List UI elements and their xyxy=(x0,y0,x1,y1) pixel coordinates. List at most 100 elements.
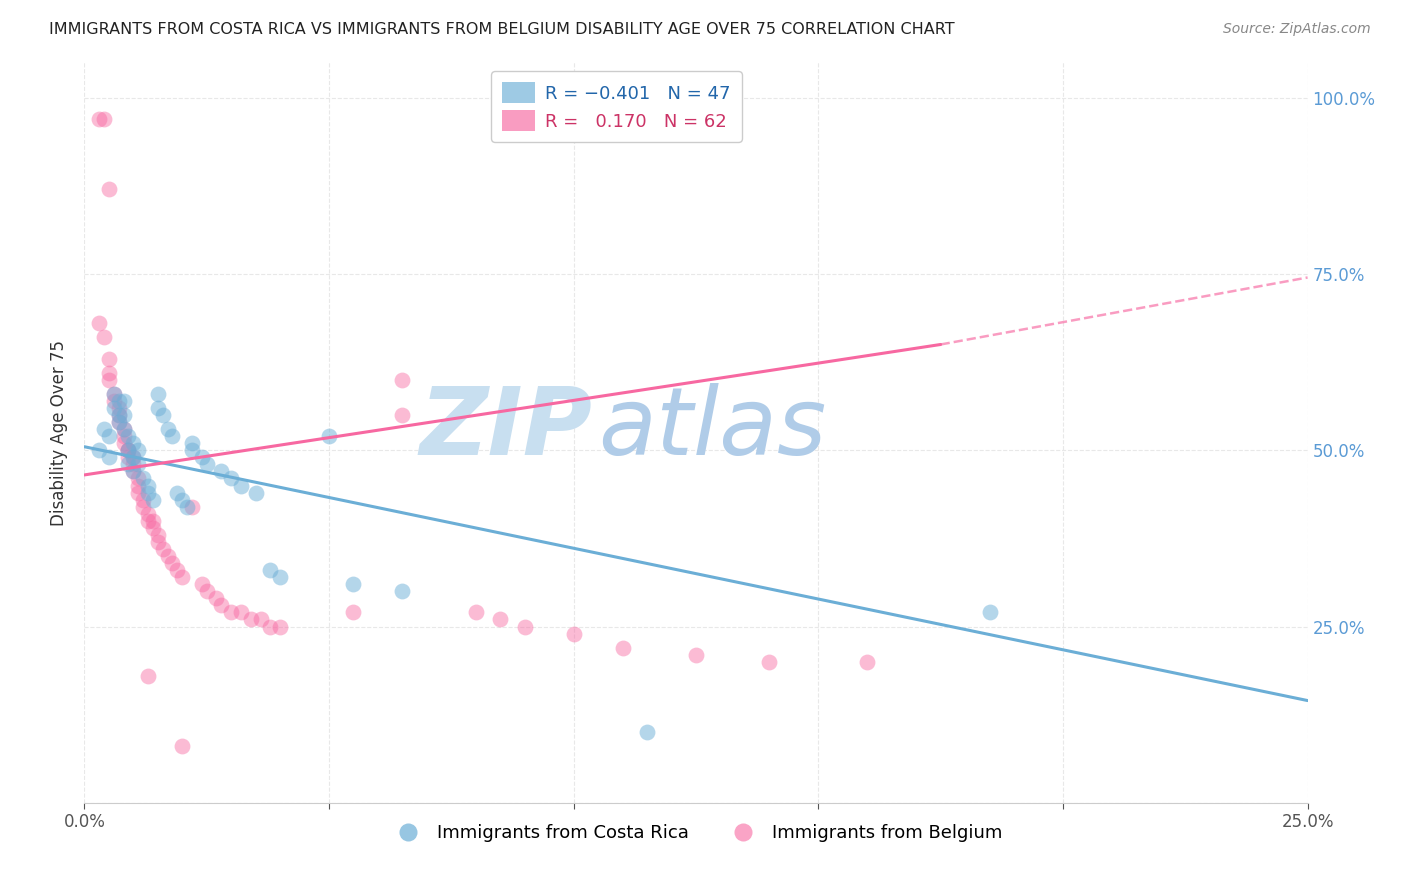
Point xyxy=(205,591,228,606)
Point xyxy=(318,429,340,443)
Point xyxy=(117,429,139,443)
Point xyxy=(87,316,110,330)
Point xyxy=(122,450,145,465)
Point xyxy=(103,387,125,401)
Point xyxy=(127,485,149,500)
Point xyxy=(132,492,155,507)
Point xyxy=(152,408,174,422)
Point xyxy=(979,606,1001,620)
Point xyxy=(93,112,115,126)
Point xyxy=(172,570,194,584)
Point xyxy=(269,570,291,584)
Point xyxy=(259,563,281,577)
Point xyxy=(112,436,135,450)
Point xyxy=(342,577,364,591)
Point xyxy=(391,408,413,422)
Point xyxy=(219,471,242,485)
Point xyxy=(239,612,262,626)
Point xyxy=(181,500,204,514)
Point xyxy=(107,408,129,422)
Point xyxy=(103,393,125,408)
Legend: Immigrants from Costa Rica, Immigrants from Belgium: Immigrants from Costa Rica, Immigrants f… xyxy=(382,817,1010,849)
Point xyxy=(685,648,707,662)
Text: atlas: atlas xyxy=(598,384,827,475)
Point xyxy=(142,492,165,507)
Point xyxy=(489,612,512,626)
Point xyxy=(112,408,135,422)
Point xyxy=(191,450,214,465)
Point xyxy=(132,500,155,514)
Point xyxy=(117,443,139,458)
Point xyxy=(146,401,169,415)
Point xyxy=(156,422,179,436)
Point xyxy=(172,739,194,754)
Point xyxy=(195,584,218,599)
Point xyxy=(464,606,486,620)
Point xyxy=(142,521,165,535)
Point xyxy=(209,599,232,613)
Point xyxy=(87,443,110,458)
Point xyxy=(117,443,139,458)
Point xyxy=(136,478,159,492)
Point xyxy=(146,535,169,549)
Point xyxy=(136,485,159,500)
Point xyxy=(127,443,149,458)
Point xyxy=(612,640,634,655)
Point xyxy=(156,549,179,563)
Point xyxy=(122,450,145,465)
Point xyxy=(112,422,135,436)
Point xyxy=(132,471,155,485)
Point xyxy=(513,619,536,633)
Y-axis label: Disability Age Over 75: Disability Age Over 75 xyxy=(51,340,69,525)
Point xyxy=(97,351,120,366)
Point xyxy=(181,436,204,450)
Point xyxy=(97,182,120,196)
Point xyxy=(191,577,214,591)
Point xyxy=(112,429,135,443)
Point xyxy=(181,443,204,458)
Point xyxy=(342,606,364,620)
Point xyxy=(172,492,194,507)
Point xyxy=(107,415,129,429)
Point xyxy=(127,458,149,472)
Point xyxy=(97,366,120,380)
Point xyxy=(93,330,115,344)
Point xyxy=(758,655,780,669)
Point xyxy=(107,401,129,415)
Text: IMMIGRANTS FROM COSTA RICA VS IMMIGRANTS FROM BELGIUM DISABILITY AGE OVER 75 COR: IMMIGRANTS FROM COSTA RICA VS IMMIGRANTS… xyxy=(49,22,955,37)
Point xyxy=(127,471,149,485)
Point xyxy=(269,619,291,633)
Point xyxy=(103,387,125,401)
Point xyxy=(146,387,169,401)
Point xyxy=(229,606,252,620)
Point xyxy=(146,528,169,542)
Point xyxy=(856,655,879,669)
Point xyxy=(195,458,218,472)
Point xyxy=(219,606,242,620)
Point xyxy=(112,393,135,408)
Point xyxy=(259,619,281,633)
Point xyxy=(97,373,120,387)
Point xyxy=(176,500,198,514)
Point xyxy=(122,464,145,478)
Point xyxy=(103,401,125,415)
Point xyxy=(166,563,188,577)
Point xyxy=(97,429,120,443)
Point xyxy=(245,485,267,500)
Point xyxy=(136,507,159,521)
Point xyxy=(127,478,149,492)
Point xyxy=(391,373,413,387)
Point xyxy=(162,556,184,570)
Point xyxy=(136,669,159,683)
Point xyxy=(142,514,165,528)
Point xyxy=(117,458,139,472)
Point xyxy=(229,478,252,492)
Point xyxy=(122,436,145,450)
Point xyxy=(112,422,135,436)
Point xyxy=(162,429,184,443)
Point xyxy=(122,464,145,478)
Point xyxy=(107,415,129,429)
Point xyxy=(122,458,145,472)
Point xyxy=(117,450,139,465)
Point xyxy=(636,725,658,739)
